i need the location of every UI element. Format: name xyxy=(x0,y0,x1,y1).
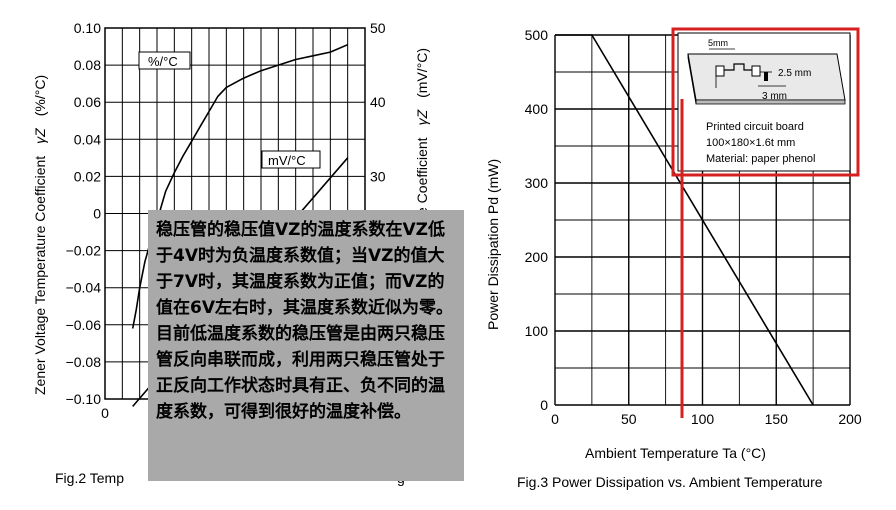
fig2-left-tick-label: 0.02 xyxy=(74,168,101,184)
fig3-y-tick-label: 200 xyxy=(525,249,549,265)
fig2-right-axis-unit: (mV/°C) xyxy=(414,48,430,98)
fig2-legend-pct-label: %/°C xyxy=(148,54,178,69)
fig2-x-tick-label: 0 xyxy=(101,405,109,421)
fig2-right-axis-symbol: γZ xyxy=(414,109,430,125)
fig2-right-tick-label: 50 xyxy=(370,20,386,36)
fig2-right-axis-label-main: e Coefficient xyxy=(414,137,430,215)
pcb-diode xyxy=(764,72,768,81)
fig2-left-axis-unit: (%/°C) xyxy=(32,75,48,116)
inset-line-2: 100×180×1.6t mm xyxy=(706,137,795,149)
fig2-left-tick-label: 0 xyxy=(93,206,101,222)
fig2-right-tick-label: 40 xyxy=(370,94,386,110)
fig2-caption: Fig.2 Temp xyxy=(55,470,124,486)
fig3-tick-labels: 500 400 300 200 100 00 50 100 150 200 xyxy=(525,27,862,427)
fig2-legend-mv-box xyxy=(261,150,321,169)
red-highlight-box xyxy=(671,27,860,177)
fig2-left-tick-label: −0.10 xyxy=(66,391,102,407)
fig3-y-tick-label: 100 xyxy=(525,323,549,339)
fig3-series xyxy=(555,34,814,406)
fig2-left-tick-label: 0.10 xyxy=(74,20,101,36)
fig2-right-axis-label: e Coefficient γZ (mV/°C) xyxy=(414,48,430,215)
fig3-chart: 500 400 300 200 100 00 50 100 150 200 Power Dissi… xyxy=(485,27,862,490)
fig2-left-tick-label: −0.08 xyxy=(66,354,102,370)
fig3-y-tick-label: 0 xyxy=(540,397,548,413)
fig3-caption: Fig.3 Power Dissipation vs. Ambient Temp… xyxy=(517,474,823,490)
inset-line-3: Material: paper phenol xyxy=(706,153,815,165)
fig2-left-tick-label: 0.04 xyxy=(74,131,101,147)
fig2-left-tick-label: −0.04 xyxy=(66,280,102,296)
fig3-inset: 5mm 2.5 mm 3 mm Printed circuit board 10… xyxy=(677,32,851,172)
fig3-x-tick-label: 150 xyxy=(765,411,789,427)
fig3-x-axis-label: Ambient Temperature Ta (°C) xyxy=(585,445,766,461)
fig3-derating-line xyxy=(555,34,814,406)
fig2-left-tick-label: −0.02 xyxy=(66,243,102,259)
pcb-board-side xyxy=(687,53,697,105)
pcb-pad-right xyxy=(751,65,761,77)
fig2-left-tick-label: 0.06 xyxy=(74,94,101,110)
fig2-left-axis-label-main: Zener Voltage Temperature Coefficient xyxy=(32,156,48,395)
pcb-drawing xyxy=(687,48,846,105)
fig3-x-tick-label: 200 xyxy=(838,411,862,427)
fig3-y-tick-label: 500 xyxy=(525,27,549,43)
fig3-x-tick-label: 50 xyxy=(621,411,637,427)
fig2-left-axis-symbol: γZ xyxy=(32,128,48,144)
fig2-right-tick-label: 30 xyxy=(370,168,386,184)
fig2-left-axis-label: Zener Voltage Temperature Coefficient γZ (… xyxy=(32,75,48,395)
fig2-left-tick-label: −0.06 xyxy=(66,317,102,333)
dim-5mm: 5mm xyxy=(708,38,728,48)
fig2-legend-mv-label: mV/°C xyxy=(268,153,306,168)
inset-line-1: Printed circuit board xyxy=(706,121,804,133)
fig3-x-tick-label: 0 xyxy=(551,411,559,427)
fig3-y-tick-label: 300 xyxy=(525,175,549,191)
dim-3mm: 3 mm xyxy=(762,91,787,102)
fig2-left-tick-label: 0.08 xyxy=(74,57,101,73)
fig2-legend-pct-box xyxy=(138,51,191,70)
pcb-trace xyxy=(724,63,752,71)
fig2-left-tick-labels: 0.10 0.08 0.06 0.04 0.02 0 −0.02 −0.04 −0.06 −0.0… xyxy=(66,20,102,407)
annotation-box: 稳压管的稳压值VZ的温度系数在VZ低于4V时为负温度系数值；当VZ的值大于7V时… xyxy=(148,210,464,481)
dim-2-5mm: 2.5 mm xyxy=(778,68,811,79)
fig3-y-tick-label: 400 xyxy=(525,101,549,117)
pcb-pad-left xyxy=(715,65,725,77)
fig3-y-axis-label: Power Dissipation Pd (mW) xyxy=(485,159,501,330)
fig3-x-tick-label: 100 xyxy=(691,411,715,427)
fig2-series-pct-line xyxy=(131,43,349,329)
